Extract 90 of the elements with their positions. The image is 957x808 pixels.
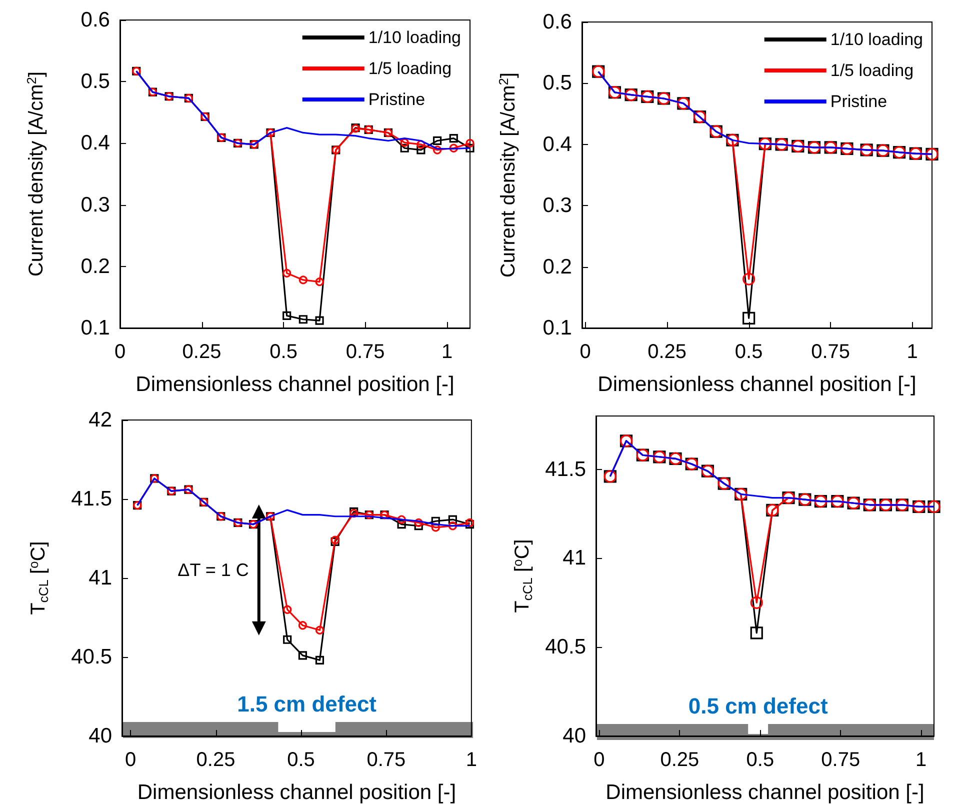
point (315, 316, 324, 325)
point (315, 626, 324, 634)
x-axis-title: Dimensionless channel position [-] (598, 373, 916, 396)
y-tick-label: 41.5 (545, 458, 586, 481)
x-tick-label: 0.25 (182, 341, 222, 363)
point (432, 146, 442, 154)
point (448, 522, 457, 530)
y-tick-label: 40.5 (545, 636, 586, 659)
y-tick-label: 0.4 (80, 132, 110, 155)
x-tick-label: 0 (114, 341, 126, 363)
point (414, 518, 423, 527)
x-axis-title: Dimensionless channel position [-] (137, 781, 456, 804)
x-tick-label: 0.5 (270, 341, 298, 363)
x-axis-title: Dimensionless channel position [-] (606, 781, 924, 804)
point (283, 635, 292, 644)
y-tick-label: 41 (562, 546, 586, 570)
x-axis-title: Dimensionless channel position [-] (136, 373, 454, 396)
x-tick-label: 0.25 (660, 749, 700, 771)
point (315, 656, 324, 664)
x-tick-label: 0 (124, 749, 136, 771)
x-tick-label: 0 (580, 341, 591, 363)
point (448, 515, 457, 524)
y-tick-label: 42 (88, 408, 112, 432)
point (750, 626, 763, 640)
legend-label: 1/10 loading (368, 28, 462, 47)
x-tick-label: 0.25 (196, 749, 236, 771)
y-axis-title: TcCL [oC] (26, 541, 51, 615)
x-tick-label: 0.75 (366, 749, 406, 771)
x-tick-label: 1 (442, 341, 453, 363)
x-tick-label: 0.75 (821, 749, 860, 771)
y-tick-label: 41 (88, 566, 112, 590)
point (400, 138, 409, 147)
x-tick-label: 0.5 (734, 341, 763, 363)
y-tick-label: 0.1 (542, 316, 572, 340)
y-axis-title: TcCL [oC] (510, 539, 535, 613)
y-tick-label: 0.5 (542, 72, 572, 95)
x-tick-label: 1 (916, 749, 927, 771)
point (742, 272, 756, 286)
point (432, 136, 442, 146)
y-tick-label: 40 (562, 724, 586, 748)
y-axis-title: Current density [A/cm2] (24, 71, 48, 277)
point (282, 268, 292, 278)
legend-label: 1/5 loading (368, 59, 452, 78)
point (298, 315, 308, 324)
x-tick-label: 0.5 (287, 749, 315, 771)
annotation: 0.5 cm defect (688, 694, 828, 718)
y-tick-label: 0.4 (542, 132, 572, 156)
y-tick-label: 0.6 (80, 8, 110, 32)
point (449, 144, 458, 152)
x-tick-label: 0.25 (648, 341, 687, 363)
point (298, 621, 307, 630)
x-tick-label: 0.75 (811, 341, 850, 363)
y-tick-label: 41.5 (71, 488, 112, 510)
point (750, 596, 763, 609)
y-tick-label: 0.3 (542, 194, 572, 218)
point (466, 144, 474, 152)
y-tick-label: 0.2 (542, 255, 572, 278)
point (283, 605, 292, 614)
legend-label: 1/5 loading (830, 61, 914, 80)
point (282, 311, 292, 320)
y-tick-label: 0.3 (80, 193, 110, 216)
point (449, 134, 458, 143)
x-tick-label: 1 (466, 749, 477, 771)
point (315, 278, 324, 286)
point (431, 523, 440, 532)
legend-label: 1/10 loading (830, 30, 924, 49)
y-tick-label: 0.2 (80, 254, 110, 278)
point (298, 651, 307, 660)
x-tick-label: 0.75 (346, 341, 385, 363)
legend-label: Pristine (368, 90, 426, 109)
x-tick-label: 1 (906, 341, 918, 363)
y-tick-label: 40.5 (71, 646, 112, 668)
y-tick-label: 0.5 (80, 70, 110, 94)
point (416, 146, 426, 154)
point (397, 520, 406, 529)
point (431, 516, 440, 526)
x-tick-label: 0.5 (746, 749, 774, 771)
y-tick-label: 0.6 (542, 10, 572, 34)
annotation: ΔT = 1 C (178, 560, 249, 580)
legend-label: Pristine (830, 92, 888, 111)
x-tick-label: 0 (594, 749, 605, 771)
point (397, 515, 406, 524)
point (400, 144, 409, 152)
point (298, 276, 308, 284)
point (742, 312, 756, 325)
y-axis-title: Current density [A/cm2] (496, 72, 520, 278)
annotation: 1.5 cm defect (237, 692, 378, 716)
y-tick-label: 0.1 (80, 316, 110, 340)
point (416, 140, 426, 149)
y-tick-label: 40 (88, 724, 112, 748)
